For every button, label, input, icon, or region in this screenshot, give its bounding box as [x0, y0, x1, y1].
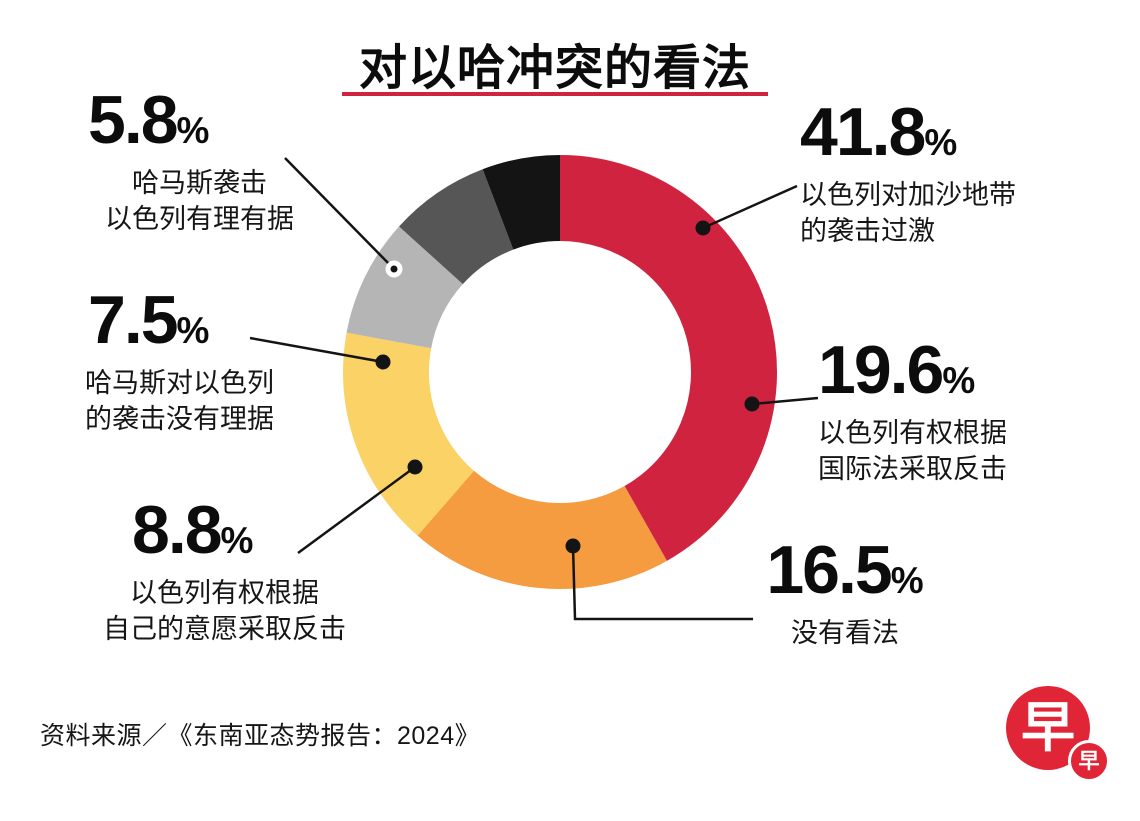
segment-label-hamas-unjustified: 7.5% 哈马斯对以色列 的袭击没有理据: [82, 286, 327, 437]
callout-dot: [695, 220, 711, 236]
title-underline: [342, 92, 768, 96]
leader-line: [284, 157, 395, 270]
donut-segment: [343, 332, 475, 536]
donut-segment: [346, 226, 464, 350]
segment-description: 哈马斯对以色列 的袭击没有理据: [85, 366, 327, 437]
desc-line: 以色列对加沙地带: [800, 180, 1016, 210]
segment-description: 没有看法: [745, 616, 945, 652]
logo-glyph: 早: [1021, 698, 1075, 758]
percent-value: 19.6%: [818, 336, 1138, 404]
percent-value: 41.8%: [800, 98, 1135, 166]
leader-line: [751, 396, 819, 406]
desc-line: 以色列有权根据: [818, 418, 1007, 448]
segment-label-no-view: 16.5% 没有看法: [745, 536, 945, 652]
callout-dot: [375, 354, 391, 370]
callout-dot: [744, 396, 760, 412]
desc-line: 的袭击没有理据: [85, 403, 274, 434]
leader-line: [249, 336, 384, 364]
callout-dot: [565, 538, 581, 554]
zaobao-logo-small: 早: [1068, 740, 1110, 782]
segment-description: 以色列对加沙地带 的袭击过激: [800, 178, 1135, 249]
donut-segment: [399, 169, 515, 286]
percent-sign: %: [942, 360, 976, 401]
source-note: 资料来源／《东南亚态势报告：2024》: [40, 722, 481, 750]
percent-number: 7.5: [88, 282, 179, 358]
percent-number: 5.8: [88, 82, 179, 158]
desc-line: 哈马斯袭击: [132, 168, 267, 198]
leader-line: [702, 184, 798, 230]
segment-label-intl-law: 19.6% 以色列有权根据 国际法采取反击: [818, 336, 1138, 487]
percent-number: 19.6: [818, 332, 944, 408]
percent-number: 41.8: [800, 94, 926, 170]
percent-sign: %: [176, 310, 210, 351]
desc-line: 国际法采取反击: [818, 453, 1007, 484]
percent-number: 8.8: [132, 492, 223, 568]
callout-dot-center: [390, 265, 398, 273]
desc-line: 以色列有理有据: [105, 203, 294, 234]
desc-line: 哈马斯对以色列: [85, 368, 274, 398]
donut-segment: [417, 470, 667, 589]
desc-line: 自己的意愿采取反击: [103, 613, 346, 644]
segment-label-hamas-justified: 5.8% 哈马斯袭击 以色列有理有据: [82, 86, 317, 237]
page-title: 对以哈冲突的看法: [358, 42, 751, 95]
percent-value: 7.5%: [88, 286, 327, 354]
leader-line: [297, 465, 416, 555]
desc-line: 没有看法: [791, 618, 899, 648]
percent-sign: %: [924, 122, 958, 163]
percent-sign: %: [220, 520, 254, 561]
logo-glyph-small: 早: [1078, 749, 1100, 773]
percent-sign: %: [176, 110, 210, 151]
segment-label-israel-excessive: 41.8% 以色列对加沙地带 的袭击过激: [800, 98, 1135, 249]
callout-dot: [407, 459, 423, 475]
percent-sign: %: [890, 560, 924, 601]
segment-description: 哈马斯袭击 以色列有理有据: [82, 166, 317, 237]
zaobao-logo: 早: [1006, 686, 1090, 770]
donut-segment: [482, 155, 562, 251]
percent-value: 8.8%: [132, 496, 357, 564]
donut-segment: [559, 155, 777, 561]
percent-value: 16.5%: [745, 536, 945, 604]
percent-value: 5.8%: [88, 86, 317, 154]
percent-number: 16.5: [766, 532, 892, 608]
segment-label-own-will: 8.8% 以色列有权根据 自己的意愿采取反击: [92, 496, 357, 647]
leader-line: [571, 545, 753, 621]
desc-line: 的袭击过激: [800, 215, 935, 246]
segment-description: 以色列有权根据 国际法采取反击: [818, 416, 1138, 487]
segment-description: 以色列有权根据 自己的意愿采取反击: [92, 576, 357, 647]
desc-line: 以色列有权根据: [130, 578, 319, 608]
